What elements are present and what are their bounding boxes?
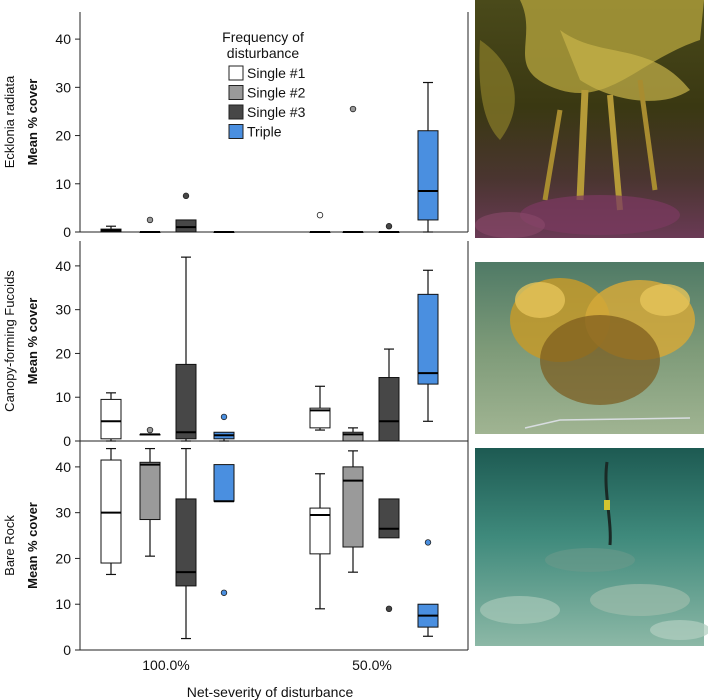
box-iqr (100, 398, 122, 440)
box-50.0%-single1 (309, 473, 331, 610)
x-axis-title: Net-severity of disturbance (187, 684, 354, 700)
box-100.0%-single1 (100, 225, 122, 233)
box-50.0%-single2 (342, 450, 364, 573)
box-50.0%-single3 (378, 223, 400, 233)
y-tick-label: 20 (55, 128, 71, 144)
box-100.0%-single2 (139, 447, 161, 557)
legend-label: Single #3 (247, 104, 306, 120)
y-tick-label: 30 (55, 79, 71, 95)
x-tick-label-0: 100.0% (142, 657, 189, 673)
box-100.0%-single2 (139, 216, 161, 233)
legend-label: Single #1 (247, 65, 306, 81)
legend-swatch (228, 104, 244, 120)
box-iqr (309, 407, 331, 429)
box-100.0%-triple (213, 413, 235, 442)
box-iqr (139, 461, 161, 521)
outlier-point (182, 192, 190, 200)
panel-2: 0 10 20 30 40 Bare Rock Mean % cover (2, 441, 469, 658)
outlier-point (146, 426, 154, 434)
outlier-point (349, 105, 357, 113)
box-50.0%-single3 (378, 498, 400, 612)
outlier-point (220, 413, 228, 421)
panel-label: Ecklonia radiata (2, 75, 17, 168)
y-tick-label: 0 (63, 642, 71, 658)
box-iqr (175, 363, 197, 440)
box-100.0%-single3 (175, 256, 197, 442)
y-tick-label: 10 (55, 389, 71, 405)
legend-swatch (228, 65, 244, 81)
box-iqr (175, 219, 197, 233)
box-iqr (309, 507, 331, 555)
y-tick-label: 20 (55, 550, 71, 566)
box-100.0%-single3 (175, 447, 197, 640)
x-tick-label-1: 50.0% (352, 657, 392, 673)
outlier-point (146, 216, 154, 224)
y-tick-label: 10 (55, 176, 71, 192)
box-50.0%-single1 (309, 211, 331, 233)
box-100.0%-single1 (100, 447, 122, 576)
y-tick-label: 0 (63, 224, 71, 240)
box-100.0%-single1 (100, 392, 122, 442)
legend-entry-1: Single #2 (228, 85, 306, 101)
legend-label: Triple (247, 124, 282, 140)
box-100.0%-single3 (175, 192, 197, 233)
panel-label: Canopy-forming Fucoids (2, 270, 17, 412)
box-50.0%-triple (417, 81, 439, 233)
box-iqr (342, 431, 364, 442)
y-tick-label: 10 (55, 596, 71, 612)
box-iqr (417, 293, 439, 385)
box-50.0%-single3 (378, 348, 400, 442)
y-tick-label: 30 (55, 505, 71, 521)
legend-entry-0: Single #1 (228, 65, 306, 81)
y-tick-label: 40 (55, 31, 71, 47)
box-50.0%-single2 (342, 427, 364, 442)
legend-title-line2: disturbance (227, 45, 300, 61)
y-axis-title: Mean % cover (25, 502, 40, 589)
box-50.0%-triple (417, 269, 439, 422)
photo-fucoid (475, 262, 704, 434)
box-100.0%-triple (213, 231, 235, 233)
box-100.0%-triple (213, 464, 235, 596)
box-iqr (378, 498, 400, 539)
y-axis-title: Mean % cover (25, 298, 40, 385)
y-tick-label: 30 (55, 302, 71, 318)
y-tick-label: 40 (55, 459, 71, 475)
legend-entry-3: Triple (228, 124, 282, 140)
legend-title-line1: Frequency of (222, 29, 304, 45)
box-iqr (175, 498, 197, 587)
y-tick-label: 0 (63, 433, 71, 449)
box-iqr (100, 459, 122, 564)
outlier-point (316, 211, 324, 219)
box-iqr (417, 130, 439, 221)
legend-swatch (228, 124, 244, 139)
panel-1: 0 10 20 30 40 Canopy-forming Fucoids Mean % co… (2, 241, 469, 449)
panel-0: 0 10 20 30 40 Ecklonia radiata Mean % cover (2, 12, 469, 240)
photo-bare-rock (475, 448, 708, 646)
box-iqr (342, 466, 364, 548)
box-50.0%-single1 (309, 385, 331, 431)
box-100.0%-single2 (139, 426, 161, 436)
outlier-point (220, 589, 228, 596)
y-axis-title: Mean % cover (25, 79, 40, 166)
box-iqr (378, 377, 400, 442)
outlier-point (385, 223, 393, 230)
box-50.0%-triple (417, 539, 439, 637)
legend-swatch (228, 85, 244, 100)
panel-label: Bare Rock (2, 515, 17, 576)
box-iqr (213, 464, 235, 502)
legend: Frequency of disturbance Single #1 Single… (222, 29, 305, 140)
outlier-point (385, 605, 393, 612)
outlier-point (424, 539, 432, 546)
box-50.0%-single2 (342, 105, 364, 233)
legend-entry-2: Single #3 (228, 104, 306, 120)
y-tick-label: 20 (55, 345, 71, 361)
y-tick-label: 40 (55, 258, 71, 274)
photo-kelp (475, 0, 704, 238)
legend-label: Single #2 (247, 85, 306, 101)
